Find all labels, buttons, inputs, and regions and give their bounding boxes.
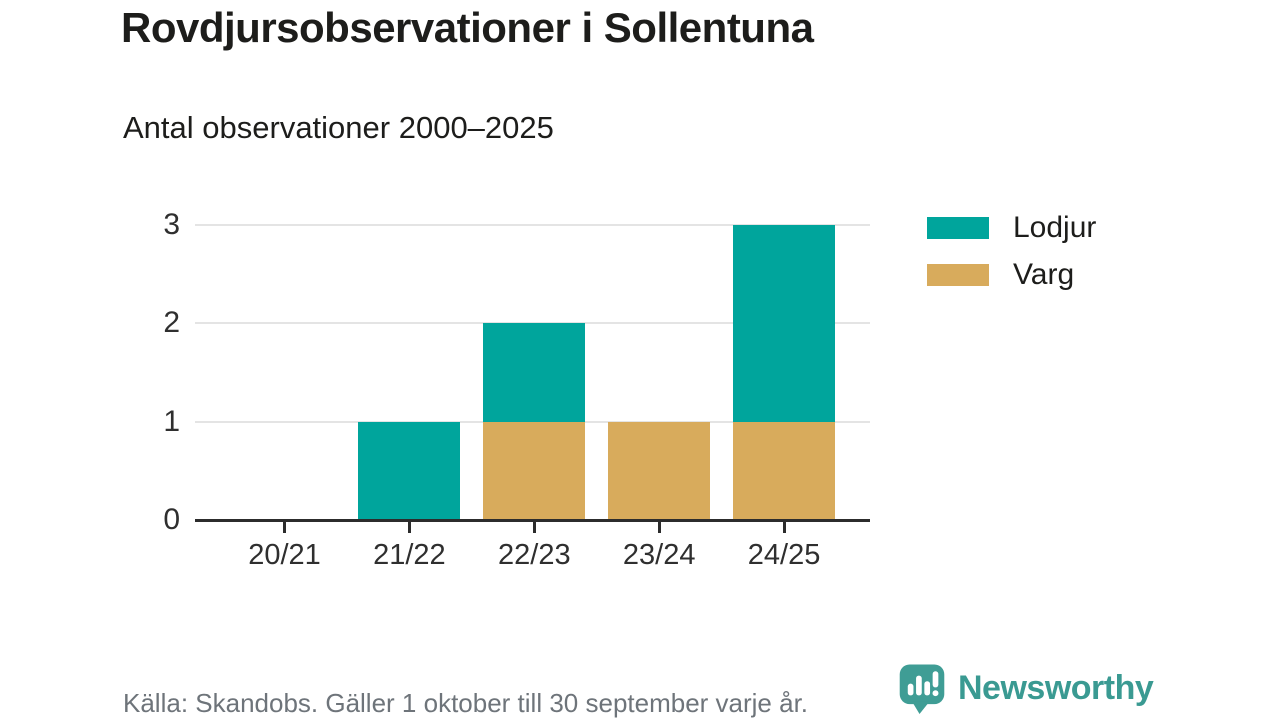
legend-swatch-lodjur	[927, 217, 989, 239]
bar-24-25-lodjur	[733, 225, 836, 422]
x-axis-label-20-21: 20/21	[248, 539, 321, 571]
x-axis-label-23-24: 23/24	[622, 539, 696, 571]
x-axis-tick-22-23	[532, 521, 536, 533]
bar-24-25-varg	[733, 421, 836, 520]
source-note: Källa: Skandobs. Gäller 1 oktober till 3…	[123, 688, 809, 718]
x-axis-tick-24-25	[782, 521, 786, 533]
y-axis-label-1: 1	[163, 404, 180, 438]
x-axis-label-21-22: 21/22	[373, 539, 446, 571]
bar-21-22-lodjur	[358, 421, 461, 520]
newsworthy-logo-icon	[899, 664, 945, 714]
x-axis-line	[195, 519, 870, 522]
x-axis-label-22-23: 22/23	[498, 539, 571, 571]
chart-subtitle: Antal observationer 2000–2025	[123, 110, 554, 145]
y-axis-label-2: 2	[163, 306, 180, 340]
bar-22-23-varg	[483, 421, 586, 520]
legend: Lodjur Varg	[927, 211, 1097, 311]
y-axis-label-3: 3	[163, 208, 180, 242]
legend-item-lodjur: Lodjur	[927, 211, 1097, 244]
bar-23-24-varg	[608, 421, 711, 520]
x-axis-label-24-25: 24/25	[747, 539, 821, 571]
chart-title: Rovdjursobservationer i Sollentuna	[121, 4, 814, 51]
legend-label-lodjur: Lodjur	[1013, 211, 1097, 244]
brand: Newsworthy	[897, 662, 1154, 714]
bar-22-23-lodjur	[483, 323, 586, 422]
y-axis-label-0: 0	[163, 503, 180, 536]
legend-item-varg: Varg	[927, 258, 1096, 291]
gridline-y3	[195, 224, 870, 227]
legend-label-varg: Varg	[1013, 258, 1075, 291]
x-axis-tick-21-22	[407, 521, 411, 533]
x-axis-tick-23-24	[657, 521, 661, 533]
x-axis-tick-20-21	[283, 521, 286, 533]
brand-name: Newsworthy	[958, 668, 1154, 707]
legend-swatch-varg	[927, 264, 989, 286]
